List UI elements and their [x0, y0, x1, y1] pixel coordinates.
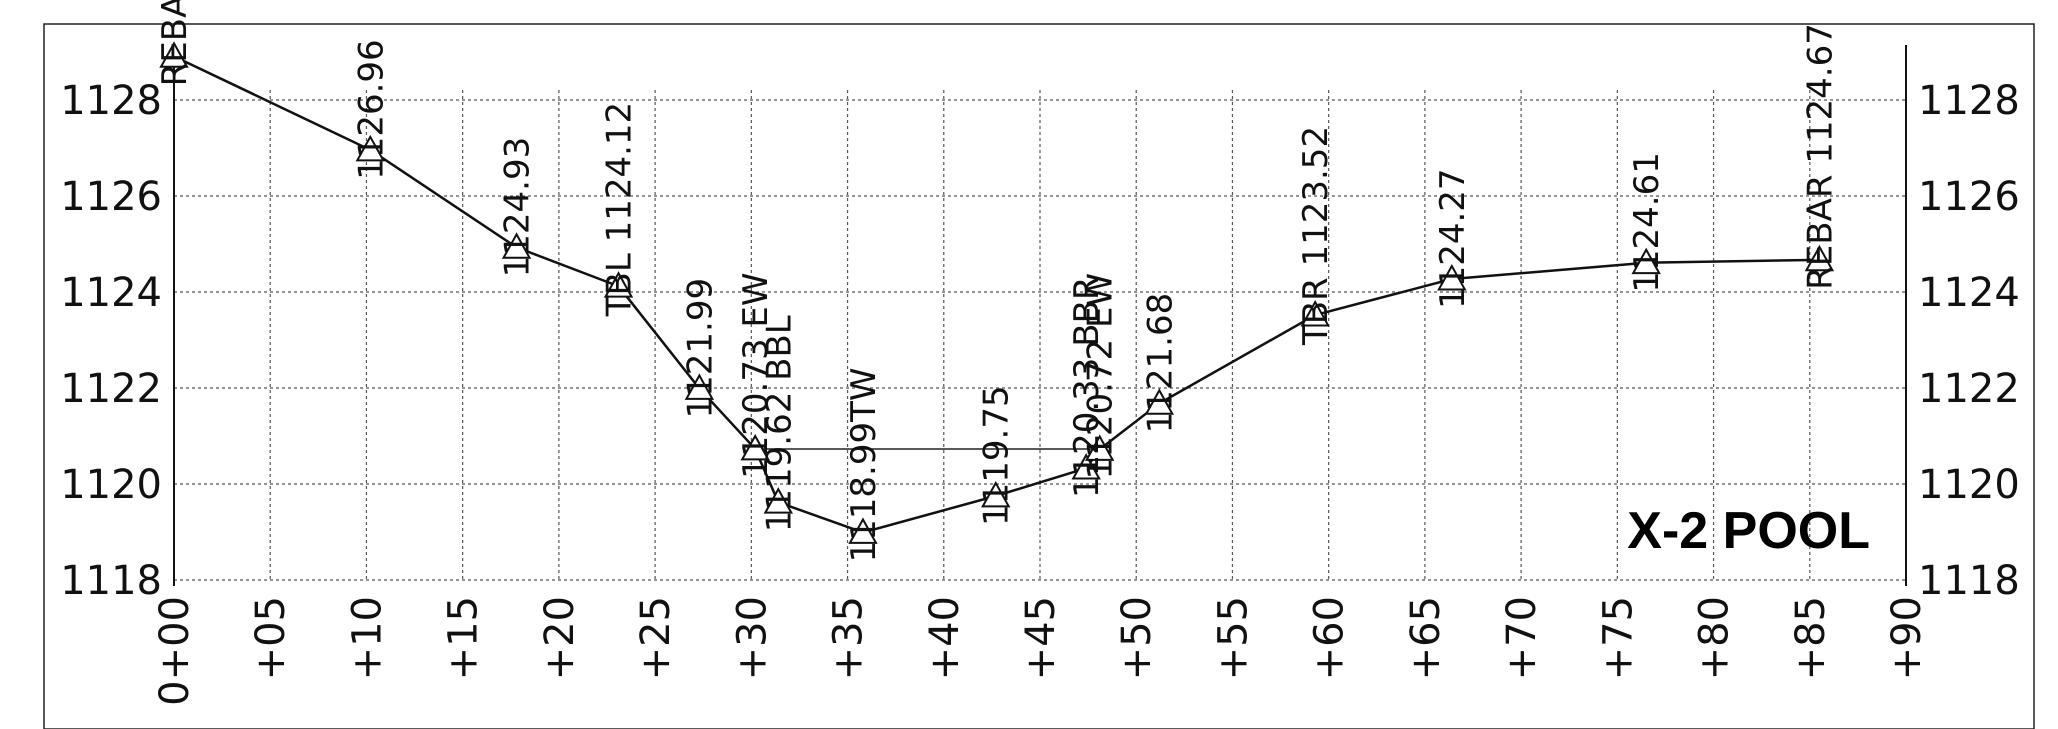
triangle-marker — [1300, 299, 1330, 327]
y-tick-label-right: 1120 — [1918, 462, 2020, 508]
triangle-marker — [1144, 388, 1175, 415]
y-tick-label-left: 1122 — [60, 366, 162, 412]
point-label: REBAR 1124.67 — [1800, 23, 1840, 290]
point-label: 1124.61 — [1627, 152, 1667, 293]
y-tick-label-right: 1122 — [1918, 366, 2020, 412]
x-tick-label: +70 — [1499, 596, 1545, 680]
triangle-marker — [763, 487, 793, 514]
y-tick-label-left: 1118 — [60, 558, 162, 604]
axes: 1118 1118 1120 1120 1122 1122 1124 1124 1126 1126… — [60, 45, 2020, 706]
x-tick-label: +60 — [1307, 596, 1353, 680]
y-tick-label-right: 1118 — [1918, 558, 2020, 604]
triangle-marker — [603, 271, 634, 298]
triangle-marker — [1437, 263, 1467, 291]
triangle-marker — [501, 232, 532, 259]
y-tick-label-right: 1128 — [1918, 78, 2020, 124]
y-tick-label-left: 1120 — [60, 462, 162, 508]
point-label: REBAR 1128.91 — [155, 0, 195, 86]
x-tick-label: 0+00 — [152, 596, 198, 706]
profile-series — [159, 41, 1835, 544]
x-tick-label: +65 — [1403, 596, 1449, 680]
chart-title: X-2 POOL — [1627, 502, 1870, 560]
point-label: 1124.27 — [1433, 168, 1473, 309]
triangle-marker — [981, 480, 1011, 508]
triangle-marker — [848, 517, 878, 544]
point-label: 1120.72 EW — [1081, 273, 1121, 480]
y-tick-label-right: 1126 — [1918, 174, 2020, 220]
grid — [173, 90, 1907, 581]
x-tick-label: +05 — [248, 596, 294, 680]
point-label: 1119.62 BBL — [759, 315, 799, 532]
point-label: 1120.33 BBR — [1067, 276, 1107, 498]
x-tick-label: +30 — [729, 596, 775, 680]
triangle-marker — [684, 373, 715, 400]
triangle-marker — [740, 433, 770, 461]
x-tick-label: +80 — [1692, 596, 1738, 680]
x-tick-label: +25 — [633, 596, 679, 680]
x-tick-label: +10 — [344, 596, 390, 680]
x-tick-label: +55 — [1210, 596, 1256, 680]
x-tick-label: +85 — [1788, 596, 1834, 680]
point-label: 1120.73 EW — [736, 272, 776, 479]
y-tick-label-right: 1124 — [1918, 270, 2020, 316]
x-tick-label: +90 — [1884, 596, 1930, 680]
x-tick-label: +50 — [1114, 596, 1160, 680]
point-label: 1119.75 — [977, 385, 1017, 526]
triangle-marker — [1804, 244, 1835, 272]
y-tick-label-left: 1126 — [60, 174, 162, 220]
point-label: 1126.96 — [351, 39, 391, 180]
x-tick-label: +20 — [537, 596, 583, 680]
point-label: 1124.93 — [498, 137, 538, 278]
triangle-marker — [355, 134, 385, 162]
point-labels: REBAR 1128.91 1126.96 1124.93 TBL 1124.12 11… — [155, 0, 1840, 562]
profile-line — [173, 55, 1820, 534]
outer-frame — [43, 23, 2035, 729]
point-label: TBR 1123.52 — [1296, 126, 1336, 346]
x-tick-label: +75 — [1595, 596, 1641, 680]
y-tick-label-left: 1124 — [60, 270, 162, 316]
triangle-marker — [159, 41, 189, 68]
point-label: 1121.99 — [680, 278, 720, 419]
x-tick-label: +35 — [826, 596, 872, 680]
x-tick-label: +40 — [922, 596, 968, 680]
y-tick-label-left: 1128 — [60, 78, 162, 124]
triangle-marker — [1071, 453, 1101, 480]
point-label: TBL 1124.12 — [600, 102, 640, 317]
triangle-marker — [1084, 434, 1115, 461]
x-tick-label: +45 — [1018, 596, 1064, 680]
x-tick-label: +15 — [441, 596, 487, 680]
point-label: 1121.68 — [1140, 293, 1180, 434]
point-label: 1118.99TW — [844, 367, 884, 562]
triangle-marker — [1631, 247, 1661, 275]
